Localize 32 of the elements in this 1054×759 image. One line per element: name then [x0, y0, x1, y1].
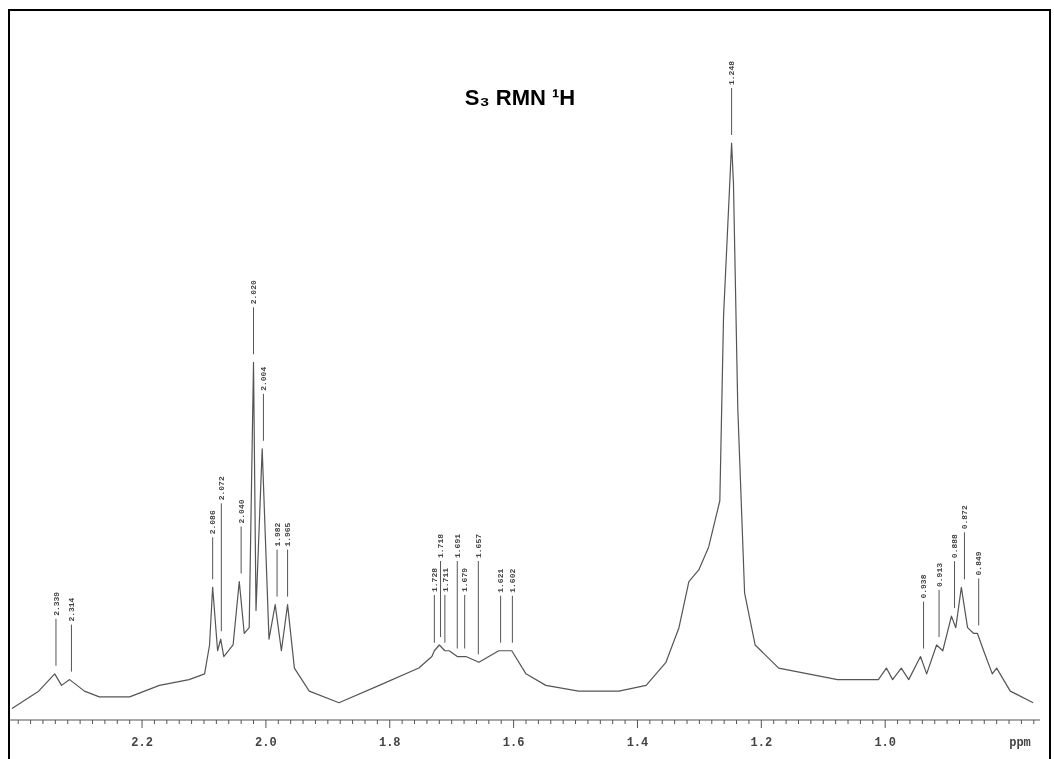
annotation: 2.040 — [236, 499, 246, 524]
x-tick-label: 1.4 — [626, 736, 649, 750]
x-tick-label: 2.0 — [255, 736, 277, 750]
x-tick-label: 2.2 — [131, 736, 153, 750]
x-tick-label: 1.2 — [750, 736, 773, 750]
annotation: 2.086 — [208, 510, 218, 535]
x-tick-label: 1.8 — [378, 736, 401, 750]
annotation: 1.602 — [508, 568, 518, 593]
annotation: 2.339 — [51, 591, 61, 616]
annotation: 2.314 — [67, 597, 77, 622]
annotation: 1.982 — [272, 522, 282, 547]
annotation: 1.711 — [440, 567, 450, 592]
x-axis-title: ppm — [1009, 736, 1031, 750]
annotation: 0.938 — [919, 574, 929, 599]
annotation: 0.913 — [934, 562, 944, 587]
annotation: 1.965 — [283, 522, 293, 547]
annotation: 0.888 — [950, 533, 960, 559]
annotation: 1.691 — [453, 533, 463, 558]
annotation: 1.679 — [460, 567, 470, 592]
annotation: 0.849 — [974, 551, 984, 576]
annotation: 0.872 — [960, 505, 970, 530]
annotation: 1.657 — [474, 533, 484, 558]
annotation: 2.072 — [217, 476, 227, 501]
chart-title: S₃ RMN ¹H — [464, 85, 576, 110]
x-tick-label: 1.0 — [874, 736, 896, 750]
annotation: 1.621 — [496, 568, 506, 593]
x-tick-label: 1.6 — [502, 736, 525, 750]
annotation: 2.020 — [249, 280, 259, 305]
annotation: 1.718 — [436, 533, 446, 558]
annotation: 1.728 — [430, 567, 440, 592]
annotation: 2.004 — [259, 366, 269, 391]
annotation: 1.248 — [727, 60, 737, 85]
